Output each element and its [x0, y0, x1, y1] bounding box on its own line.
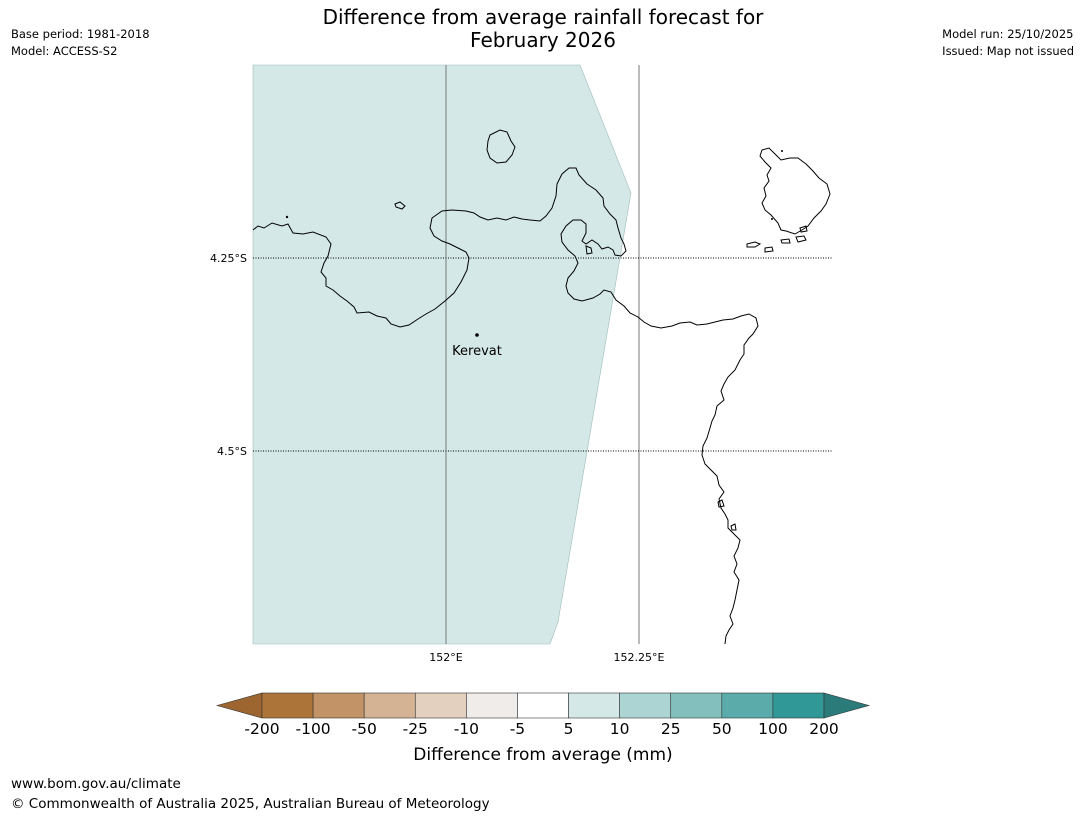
colorbar-extend-high [823, 692, 871, 719]
colorbar-segment [670, 692, 723, 719]
title-line-1: Difference from average rainfall forecas… [322, 5, 764, 29]
colorbar-segment [721, 692, 774, 719]
islet-east-7 [730, 523, 737, 531]
colorbar-tick-label: 50 [711, 720, 732, 738]
islet-east-2 [764, 246, 774, 253]
colorbar-segment [772, 692, 825, 719]
title-line-2: February 2026 [470, 28, 616, 52]
islet-small-1 [394, 201, 406, 210]
coastline-main [252, 167, 759, 645]
colorbar-label: Difference from average (mm) [413, 745, 673, 765]
colorbar-tick-label: 10 [609, 720, 630, 738]
lat-label-4-5s: 4.5°S [217, 445, 247, 458]
colorbar-extend-low [215, 692, 263, 719]
islet-east-6 [717, 499, 725, 508]
model-run: Model run: 25/10/2025 [942, 27, 1074, 41]
islet-dot-2 [781, 150, 783, 152]
issued-status: Issued: Map not issued [942, 44, 1074, 58]
kerevat-label: Kerevat [452, 344, 502, 359]
colorbar-segment [466, 692, 518, 719]
meta-right: Model run: 25/10/2025 Issued: Map not is… [942, 26, 1074, 60]
islet-dot-3 [771, 218, 773, 220]
colorbar-tick-label: 200 [809, 720, 839, 738]
base-period: Base period: 1981-2018 [11, 27, 150, 41]
colorbar [215, 692, 871, 719]
footer: www.bom.gov.au/climate © Commonwealth of… [11, 774, 490, 814]
colorbar-tick-label: -200 [244, 720, 280, 738]
lat-label-4-25s: 4.25°S [210, 252, 247, 265]
footer-copyright: © Commonwealth of Australia 2025, Austra… [11, 796, 490, 812]
colorbar-segment [363, 692, 416, 719]
island-north [486, 129, 516, 164]
meta-left: Base period: 1981-2018 Model: ACCESS-S2 [11, 26, 150, 60]
colorbar-tick-label: 100 [758, 720, 788, 738]
colorbar-tick-label: -10 [453, 720, 480, 738]
islet-east-3 [780, 238, 791, 244]
islet-small-2 [585, 245, 593, 255]
map-title: Difference from average rainfall forecas… [243, 6, 843, 52]
footer-url: www.bom.gov.au/climate [11, 776, 181, 792]
colorbar-tick-label: 25 [660, 720, 681, 738]
islet-east-4 [795, 235, 807, 243]
islet-east-5 [799, 225, 808, 233]
colorbar-tick-label: -50 [351, 720, 377, 738]
lon-label-152e: 152°E [429, 651, 462, 664]
model-name: Model: ACCESS-S2 [11, 44, 118, 58]
colorbar-segment [261, 692, 314, 719]
islet-dot-1 [285, 215, 289, 219]
lon-label-152-25e: 152.25°E [614, 651, 665, 664]
colorbar-tick-label: -25 [402, 720, 428, 738]
forecast-shaded-region [252, 64, 632, 645]
colorbar-segment [568, 692, 620, 719]
duke-of-york-islands [759, 147, 831, 235]
colorbar-tick-label: -100 [295, 720, 331, 738]
colorbar-segment [517, 692, 569, 719]
colorbar-tick-label: -5 [509, 720, 526, 738]
kerevat-marker [475, 333, 479, 337]
colorbar-segment [414, 692, 467, 719]
colorbar-segment [619, 692, 672, 719]
islet-east-1 [746, 241, 762, 248]
colorbar-tick-label: 5 [563, 720, 574, 738]
coastline [252, 129, 831, 645]
colorbar-segment [312, 692, 365, 719]
